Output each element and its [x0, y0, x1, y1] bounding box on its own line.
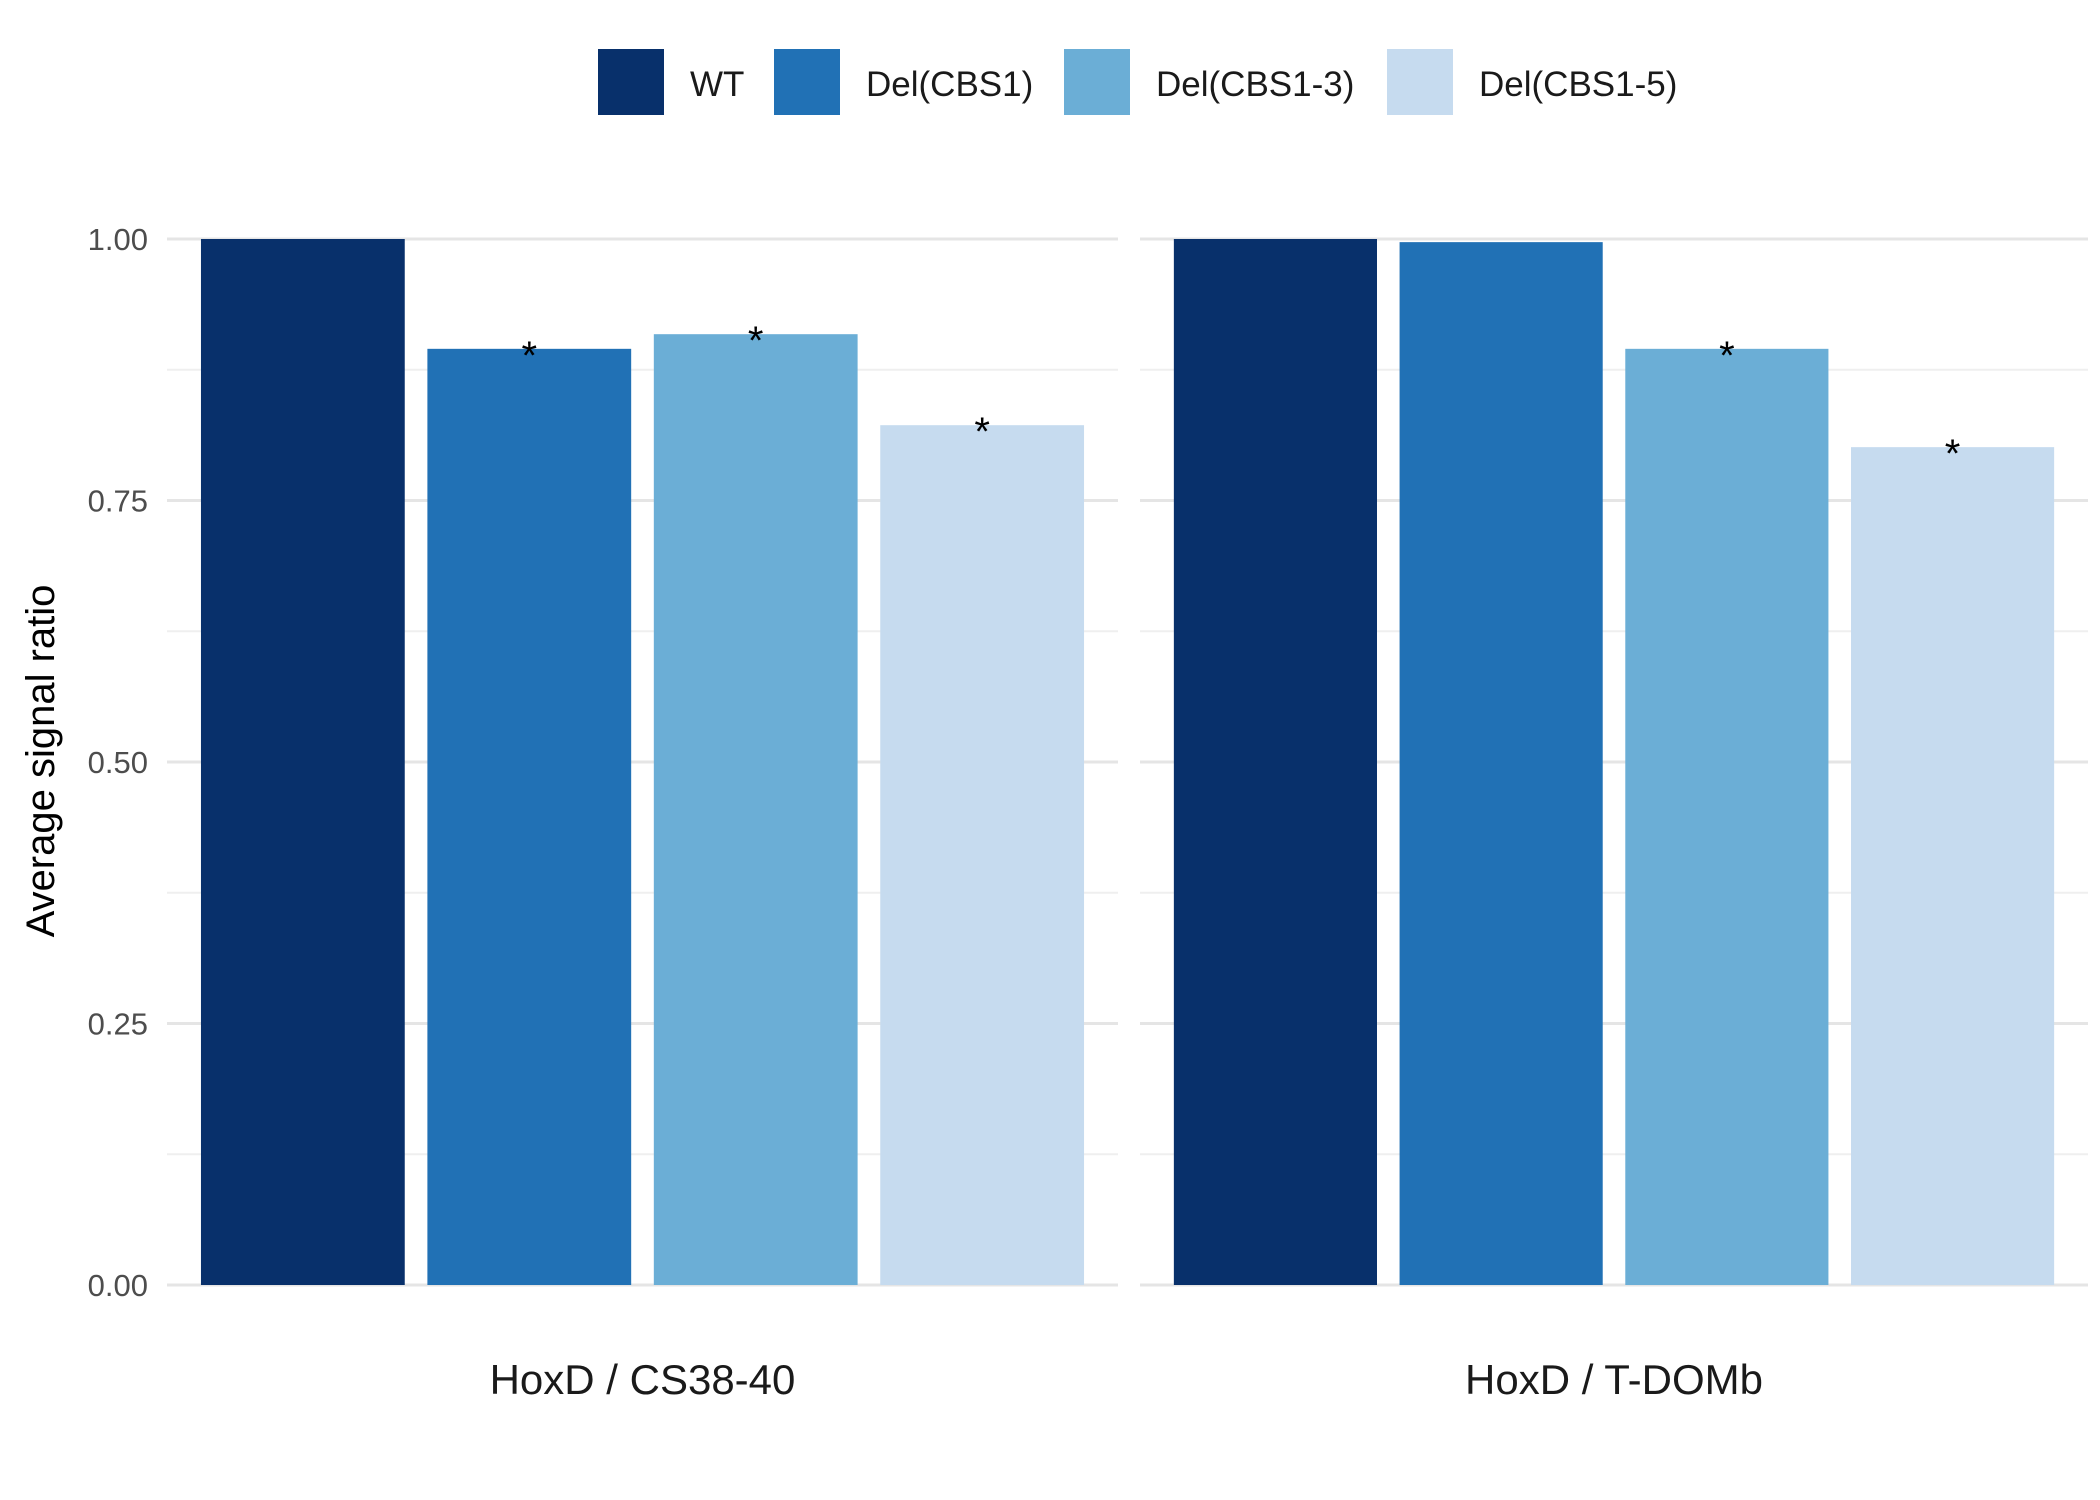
y-axis: 0.00 0.25 0.50 0.75 1.00	[88, 222, 148, 1303]
bar-del-cbs1	[427, 348, 632, 1286]
bar-wt	[1173, 239, 1377, 1285]
facet-label: HoxD / T-DOMb	[1465, 1356, 1763, 1403]
bar-del-cbs1-3	[653, 334, 858, 1285]
significance-star: *	[521, 334, 537, 378]
y-tick-label: 0.25	[88, 1007, 148, 1042]
legend-key-del-cbs1-3	[1064, 49, 1130, 115]
legend-label-del-cbs1-3: Del(CBS1-3)	[1156, 65, 1354, 104]
y-axis-title: Average signal ratio	[19, 585, 63, 938]
bar-del-cbs1-5	[1851, 447, 2055, 1285]
facet-label: HoxD / CS38-40	[490, 1356, 796, 1403]
bar-wt	[200, 239, 405, 1285]
legend-key-wt	[598, 49, 664, 115]
y-tick-label: 0.75	[88, 484, 148, 519]
legend: WT Del(CBS1) Del(CBS1-3) Del(CBS1-5)	[598, 49, 1677, 115]
significance-star: *	[1945, 432, 1961, 476]
legend-label-wt: WT	[690, 65, 744, 104]
y-tick-label: 1.00	[88, 222, 148, 257]
panel-hoxd-cs38-40: * * * HoxD / CS38-40	[167, 237, 1118, 1403]
y-tick-label: 0.50	[88, 745, 148, 780]
significance-star: *	[748, 319, 764, 363]
bar-del-cbs1-5	[880, 425, 1085, 1285]
legend-label-del-cbs1: Del(CBS1)	[866, 65, 1033, 104]
bar-del-cbs1-3	[1625, 348, 1829, 1286]
legend-key-del-cbs1	[774, 49, 840, 115]
significance-star: *	[1719, 334, 1735, 378]
significance-star: *	[974, 410, 990, 454]
legend-key-del-cbs1-5	[1387, 49, 1453, 115]
y-tick-label: 0.00	[88, 1268, 148, 1303]
bar-del-cbs1	[1399, 242, 1603, 1286]
legend-label-del-cbs1-5: Del(CBS1-5)	[1479, 65, 1677, 104]
panel-hoxd-t-domb: * * HoxD / T-DOMb	[1140, 237, 2088, 1403]
panels: * * * HoxD / CS38-40 * * HoxD / T-DOMb	[167, 237, 2088, 1403]
